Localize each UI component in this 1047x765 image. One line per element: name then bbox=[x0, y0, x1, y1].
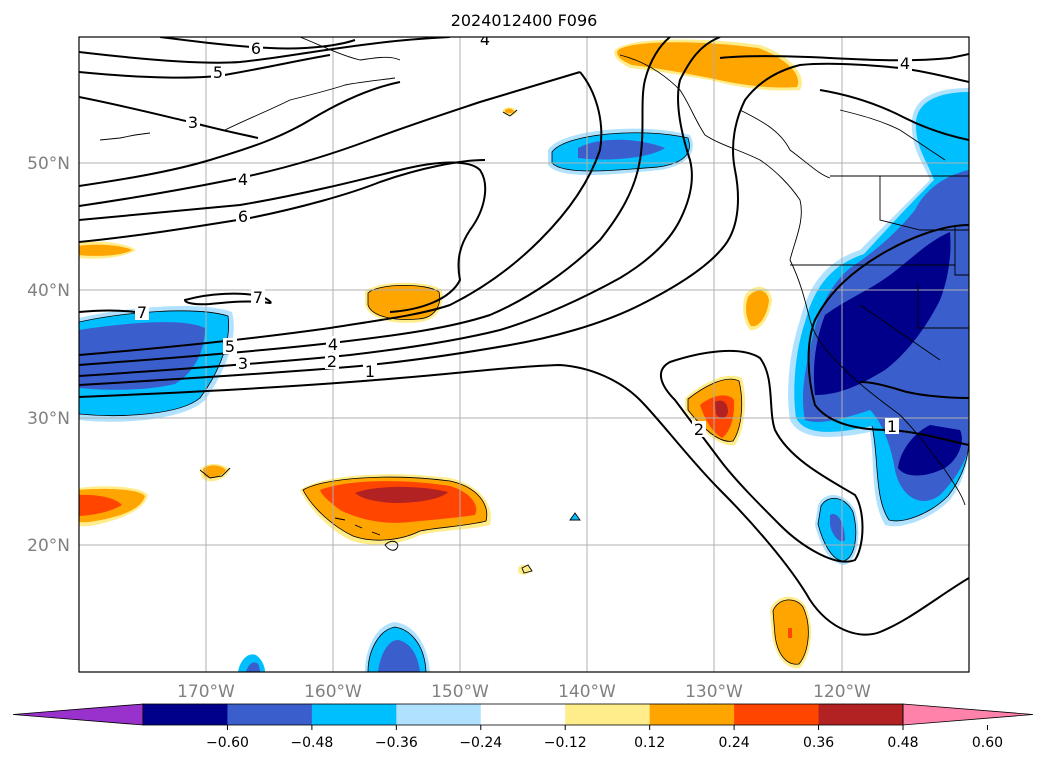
lat-label: 20°N bbox=[27, 536, 70, 556]
colorbar-tick-label: −0.48 bbox=[290, 735, 333, 751]
lat-label: 40°N bbox=[27, 281, 70, 301]
contour-lines bbox=[79, 37, 969, 636]
colorbar-ticks: −0.60 −0.48 −0.36 −0.24 −0.12 0.12 0.24 0.36 0.4… bbox=[206, 725, 1003, 751]
colorbar-tick-label: 0.12 bbox=[634, 735, 665, 751]
lon-label: 130°W bbox=[685, 682, 743, 702]
colorbar-frame bbox=[142, 703, 904, 726]
shading-outlines bbox=[79, 132, 969, 672]
colorbar-swatch bbox=[311, 704, 397, 725]
colorbar-tick-label: −0.12 bbox=[544, 735, 587, 751]
map-area: 6 4 5 4 3 4 6 7 7 5 4 3 2 1 bbox=[79, 30, 969, 672]
contour-labels: 6 4 5 4 3 4 6 7 7 5 4 3 2 1 bbox=[135, 30, 912, 439]
contour-label: 1 bbox=[365, 362, 375, 381]
colorbar-extend-min bbox=[12, 703, 144, 726]
contour-label: 5 bbox=[225, 337, 235, 356]
colorbar-swatch bbox=[649, 704, 735, 725]
colorbar-tick-label: −0.24 bbox=[459, 735, 502, 751]
contour-label: 1 bbox=[887, 417, 897, 436]
lat-label: 30°N bbox=[27, 409, 70, 429]
contour-label: 6 bbox=[251, 39, 261, 58]
colorbar-swatch bbox=[565, 704, 651, 725]
colorbar-swatch bbox=[818, 704, 904, 725]
lon-label: 170°W bbox=[177, 682, 235, 702]
colorbar-tick-label: 0.36 bbox=[803, 735, 834, 751]
contour-label: 5 bbox=[213, 63, 223, 82]
positive-anomaly-shading bbox=[79, 39, 812, 669]
lon-label: 120°W bbox=[813, 682, 871, 702]
colorbar-tick-label: 0.24 bbox=[719, 735, 750, 751]
colorbar-tick-label: −0.60 bbox=[206, 735, 249, 751]
contour-label: 3 bbox=[188, 113, 198, 132]
colorbar-tick-label: −0.36 bbox=[375, 735, 418, 751]
longitude-labels: 170°W 160°W 150°W 140°W 130°W 120°W bbox=[177, 682, 871, 702]
contour-label: 7 bbox=[137, 303, 147, 322]
contour-label: 3 bbox=[238, 354, 248, 373]
coastlines bbox=[99, 37, 969, 574]
colorbar: −0.60 −0.48 −0.36 −0.24 −0.12 0.12 0.24 0.36 0.4… bbox=[12, 703, 1034, 751]
colorbar-swatch bbox=[143, 704, 228, 725]
contour-label: 2 bbox=[327, 352, 337, 371]
colorbar-tick-label: 0.48 bbox=[887, 735, 918, 751]
colorbar-swatch bbox=[227, 704, 313, 725]
contour-label: 4 bbox=[238, 170, 248, 189]
colorbar-swatch bbox=[734, 704, 820, 725]
lon-label: 150°W bbox=[431, 682, 489, 702]
latitude-labels: 50°N 40°N 30°N 20°N bbox=[27, 154, 70, 556]
map-frame bbox=[78, 36, 970, 673]
contour-label: 7 bbox=[253, 288, 263, 307]
contour-label: 6 bbox=[238, 207, 248, 226]
lat-label: 50°N bbox=[27, 154, 70, 174]
colorbar-swatch bbox=[480, 704, 566, 725]
map-title: 2024012400 F096 bbox=[451, 11, 598, 30]
contour-label: 4 bbox=[900, 54, 910, 73]
colorbar-extend-max bbox=[902, 703, 1034, 726]
colorbar-swatch bbox=[396, 704, 482, 725]
contour-label: 4 bbox=[480, 30, 490, 49]
lon-label: 160°W bbox=[304, 682, 362, 702]
contour-label: 2 bbox=[694, 420, 704, 439]
contour-label: 4 bbox=[328, 335, 338, 354]
colorbar-tick-label: 0.60 bbox=[972, 735, 1003, 751]
colorbar-swatches bbox=[12, 703, 1034, 726]
lon-label: 140°W bbox=[558, 682, 616, 702]
